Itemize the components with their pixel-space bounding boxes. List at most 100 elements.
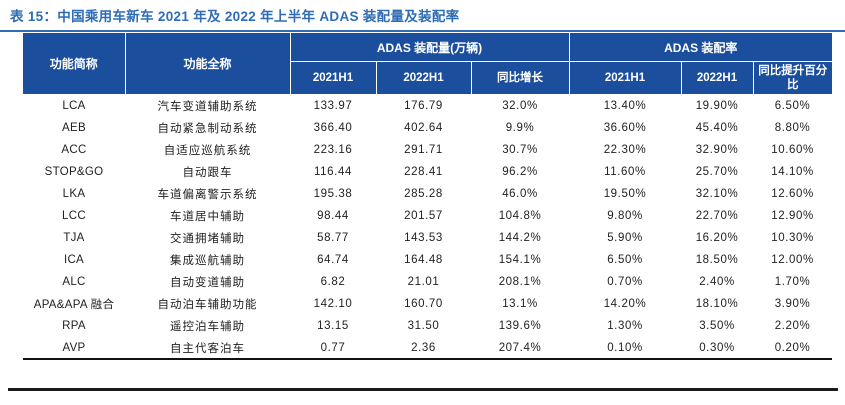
cell-full-name: 交通拥堵辅助 [170,231,245,245]
col-header-abbr: 功能简称 [22,32,126,95]
cell-vol-2022h1: 291.71 [404,144,443,156]
cell-full-name: 自动跟车 [182,165,233,179]
header-group-row: 功能简称 功能全称 ADAS 装配量(万辆) ADAS 装配率 [22,32,833,95]
cell-rate-2021h1: 11.60% [604,166,646,178]
cell-vol-2021h1: 366.40 [313,122,353,134]
cell-abbr: ALC [62,276,86,288]
cell-vol-2022h1: 402.64 [404,122,443,134]
cell-vol-2021h1: 6.82 [320,276,346,288]
cell-abbr: ICA [63,254,85,266]
cell-rate-2022h1: 16.20% [695,232,739,244]
cell-rate-2022h1: 0.30% [699,342,735,354]
cell-abbr: RPA [62,320,86,332]
table-row: ICA 集成巡航辅助 64.74 164.48 154.1% 6.50% 18.… [23,249,832,271]
cell-vol-2022h1: 285.28 [404,188,443,200]
col-header-full-name: 功能全称 [124,32,291,95]
cell-full-name: 自动变道辅助 [170,275,245,289]
table-body: LCA 汽车变道辅助系统 133.97 176.79 32.0% 13.40% … [23,95,832,360]
cell-vol-2022h1: 228.41 [404,166,443,178]
cell-vol-2022h1: 160.70 [404,298,443,310]
sub-header-vol-yoy: 同比增长 [470,61,570,95]
cell-vol-2022h1: 176.79 [404,100,443,112]
table-row: ACC 自适应巡航系统 223.16 291.71 30.7% 22.30% 3… [23,139,832,161]
cell-rate-2021h1: 36.60% [603,122,647,134]
cell-abbr: TJA [63,232,85,244]
cell-vol-2021h1: 195.38 [313,188,353,200]
cell-full-name: 车道偏离警示系统 [157,187,258,201]
sub-header-rate-2021h1: 2021H1 [568,61,682,95]
cell-vol-2021h1: 116.44 [314,166,352,178]
cell-vol-2022h1: 201.57 [404,210,443,222]
cell-rate-2022h1: 25.70% [695,166,739,178]
cell-vol-2021h1: 142.10 [313,298,353,310]
cell-full-name: 车道居中辅助 [170,209,245,223]
cell-vol-yoy: 207.4% [498,342,542,354]
title-underline [0,30,845,32]
cell-vol-2022h1: 2.36 [411,342,436,354]
cell-vol-2021h1: 64.74 [317,254,349,266]
cell-full-name: 汽车变道辅助系统 [157,99,258,113]
cell-vol-yoy: 104.8% [498,210,542,222]
cell-vol-yoy: 139.6% [498,320,542,332]
cell-abbr: AVP [62,342,86,354]
sub-header-rate-2022h1: 2022H1 [680,61,754,95]
table-row: LKA 车道偏离警示系统 195.38 285.28 46.0% 19.50% … [23,183,832,205]
cell-vol-yoy: 144.2% [498,232,542,244]
group-header-rate: ADAS 装配率 [568,32,833,62]
cell-full-name: 遥控泊车辅助 [170,319,245,333]
cell-rate-2021h1: 14.20% [603,298,647,310]
cell-rate-2021h1: 5.90% [607,232,643,244]
cell-rate-2021h1: 22.30% [603,144,647,156]
header-sub-row: 2021H1 2022H1 同比增长 2021H1 2022H1 同比提升百分比 [23,61,833,95]
cell-abbr: LKA [62,188,86,200]
cell-full-name: 自动泊车辅助功能 [157,297,258,311]
cell-full-name: 集成巡航辅助 [170,253,245,267]
cell-rate-2021h1: 19.50% [603,188,647,200]
table-row: AVP 自主代客泊车 0.77 2.36 207.4% 0.10% 0.30% … [23,337,832,359]
cell-vol-yoy: 13.1% [502,298,538,310]
cell-vol-yoy: 9.9% [505,122,535,134]
cell-vol-yoy: 96.2% [502,166,538,178]
cell-abbr: ACC [61,144,87,156]
cell-rate-delta: 0.20% [774,342,811,354]
table-title: 表 15：中国乘用车新车 2021 年及 2022 年上半年 ADAS 装配量及… [10,9,460,24]
table-row: APA&APA 融合 自动泊车辅助功能 142.10 160.70 13.1% … [23,293,832,315]
table-row: TJA 交通拥堵辅助 58.77 143.53 144.2% 5.90% 16.… [23,227,832,249]
cell-vol-2021h1: 223.16 [313,144,353,156]
cell-rate-2022h1: 32.90% [695,144,739,156]
cell-full-name: 自适应巡航系统 [163,143,252,157]
cell-rate-delta: 12.00% [771,254,814,266]
table-row: LCC 车道居中辅助 98.44 201.57 104.8% 9.80% 22.… [23,205,832,227]
cell-rate-delta: 1.70% [774,276,811,288]
table-header: 功能简称 功能全称 ADAS 装配量(万辆) ADAS 装配率 2021H1 2… [22,32,833,95]
table-row: ALC 自动变道辅助 6.82 21.01 208.1% 0.70% 2.40%… [23,271,832,293]
cell-rate-2022h1: 19.90% [695,100,739,112]
cell-vol-2021h1: 13.15 [317,320,349,332]
cell-vol-2022h1: 143.53 [404,232,443,244]
cell-rate-2022h1: 3.50% [699,320,735,332]
cell-rate-2021h1: 13.40% [603,100,647,112]
cell-rate-2022h1: 22.70% [695,210,739,222]
cell-vol-2021h1: 0.77 [320,342,346,354]
cell-rate-2022h1: 32.10% [695,188,739,200]
sub-header-vol-2022h1: 2022H1 [375,61,472,95]
cell-rate-2022h1: 2.40% [699,276,735,288]
cell-vol-yoy: 30.7% [502,144,538,156]
cell-vol-yoy: 154.1% [498,254,542,266]
table-row: STOP&GO 自动跟车 116.44 228.41 96.2% 11.60% … [23,161,832,183]
cell-rate-2022h1: 18.10% [695,298,739,310]
cell-vol-yoy: 208.1% [498,276,542,288]
cell-rate-2021h1: 1.30% [607,320,643,332]
cell-rate-delta: 12.60% [771,188,814,200]
cell-rate-delta: 10.60% [771,144,814,156]
cell-rate-delta: 12.90% [771,210,814,222]
cell-vol-yoy: 46.0% [502,188,538,200]
cell-rate-2021h1: 9.80% [607,210,643,222]
cell-abbr: LCA [62,100,86,112]
cell-rate-delta: 3.90% [774,298,811,310]
cell-rate-delta: 2.20% [774,320,811,332]
cell-vol-yoy: 32.0% [502,100,538,112]
cell-rate-2021h1: 0.10% [607,342,643,354]
cell-abbr: APA&APA 融合 [33,299,115,311]
cell-rate-2022h1: 45.40% [695,122,739,134]
